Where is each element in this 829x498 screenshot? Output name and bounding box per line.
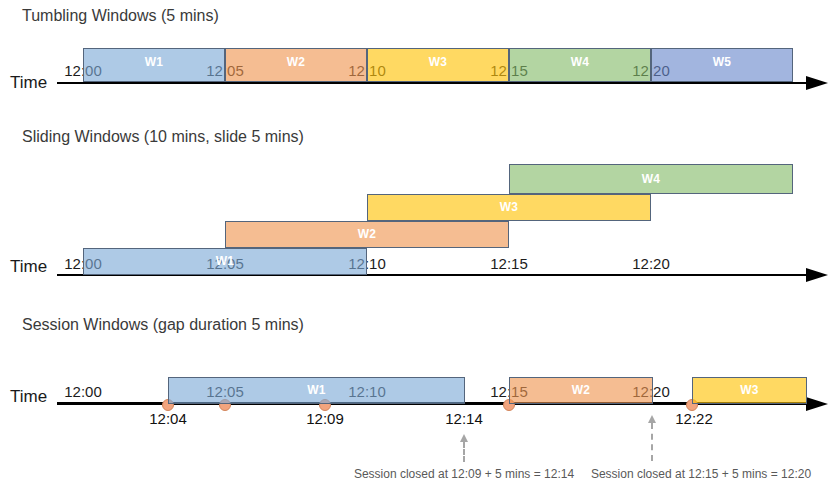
window-label: W2 bbox=[226, 55, 366, 69]
tumbling-window-w1: W1 bbox=[83, 48, 225, 82]
session-timeline-arrow-icon bbox=[806, 397, 828, 411]
tumbling-window-w4: W4 bbox=[509, 48, 651, 82]
sliding-window-w1: W1 bbox=[83, 248, 367, 275]
session-closed-note-2: Session closed at 12:15 + 5 mins = 12:20 bbox=[591, 467, 811, 481]
window-label: W4 bbox=[510, 172, 792, 186]
session-title: Session Windows (gap duration 5 mins) bbox=[22, 316, 304, 334]
sliding-tick-1220: 12:20 bbox=[632, 255, 670, 272]
window-label: W4 bbox=[510, 55, 650, 69]
session-tick-1200: 12:00 bbox=[64, 383, 102, 400]
window-label: W3 bbox=[368, 55, 508, 69]
up-arrow-icon bbox=[648, 415, 656, 423]
session-event-tick-1209: 12:09 bbox=[306, 410, 344, 427]
window-label: W1 bbox=[84, 254, 366, 268]
tumbling-window-w5: W5 bbox=[651, 48, 793, 82]
sliding-tick-1215: 12:15 bbox=[490, 255, 528, 272]
session-time-axis-label: Time bbox=[10, 387, 47, 407]
sliding-timeline-arrow-icon bbox=[806, 268, 828, 282]
window-label: W1 bbox=[169, 383, 464, 397]
sliding-time-axis-label: Time bbox=[10, 257, 47, 277]
window-label: W1 bbox=[84, 55, 224, 69]
session-closed-note-1: Session closed at 12:09 + 5 mins = 12:14 bbox=[354, 467, 574, 481]
tumbling-timeline bbox=[57, 82, 808, 84]
tumbling-window-w3: W3 bbox=[367, 48, 509, 82]
tumbling-timeline-arrow-icon bbox=[806, 76, 828, 90]
session-window-w2: W2 bbox=[509, 377, 653, 404]
session-event-tick-1214: 12:14 bbox=[445, 410, 483, 427]
session-window-w3: W3 bbox=[692, 377, 807, 404]
session-event-tick-1204: 12:04 bbox=[149, 410, 187, 427]
stream-windowing-diagram: Tumbling Windows (5 mins) Time 12:00 12:… bbox=[0, 0, 829, 498]
window-label: W3 bbox=[693, 383, 806, 397]
up-arrow-stem bbox=[651, 423, 653, 461]
tumbling-title: Tumbling Windows (5 mins) bbox=[22, 7, 219, 25]
sliding-window-w4: W4 bbox=[509, 164, 793, 194]
session-event-tick-1222: 12:22 bbox=[675, 410, 713, 427]
window-label: W5 bbox=[652, 55, 792, 69]
up-arrow-stem bbox=[463, 442, 465, 462]
up-arrow-icon bbox=[460, 434, 468, 442]
sliding-title: Sliding Windows (10 mins, slide 5 mins) bbox=[22, 128, 304, 146]
window-label: W2 bbox=[510, 383, 652, 397]
sliding-window-w3: W3 bbox=[367, 194, 651, 221]
window-label: W2 bbox=[226, 227, 508, 241]
sliding-window-w2: W2 bbox=[225, 221, 509, 248]
tumbling-window-w2: W2 bbox=[225, 48, 367, 82]
session-window-w1: W1 bbox=[168, 377, 465, 404]
tumbling-time-axis-label: Time bbox=[10, 73, 47, 93]
window-label: W3 bbox=[368, 200, 650, 214]
